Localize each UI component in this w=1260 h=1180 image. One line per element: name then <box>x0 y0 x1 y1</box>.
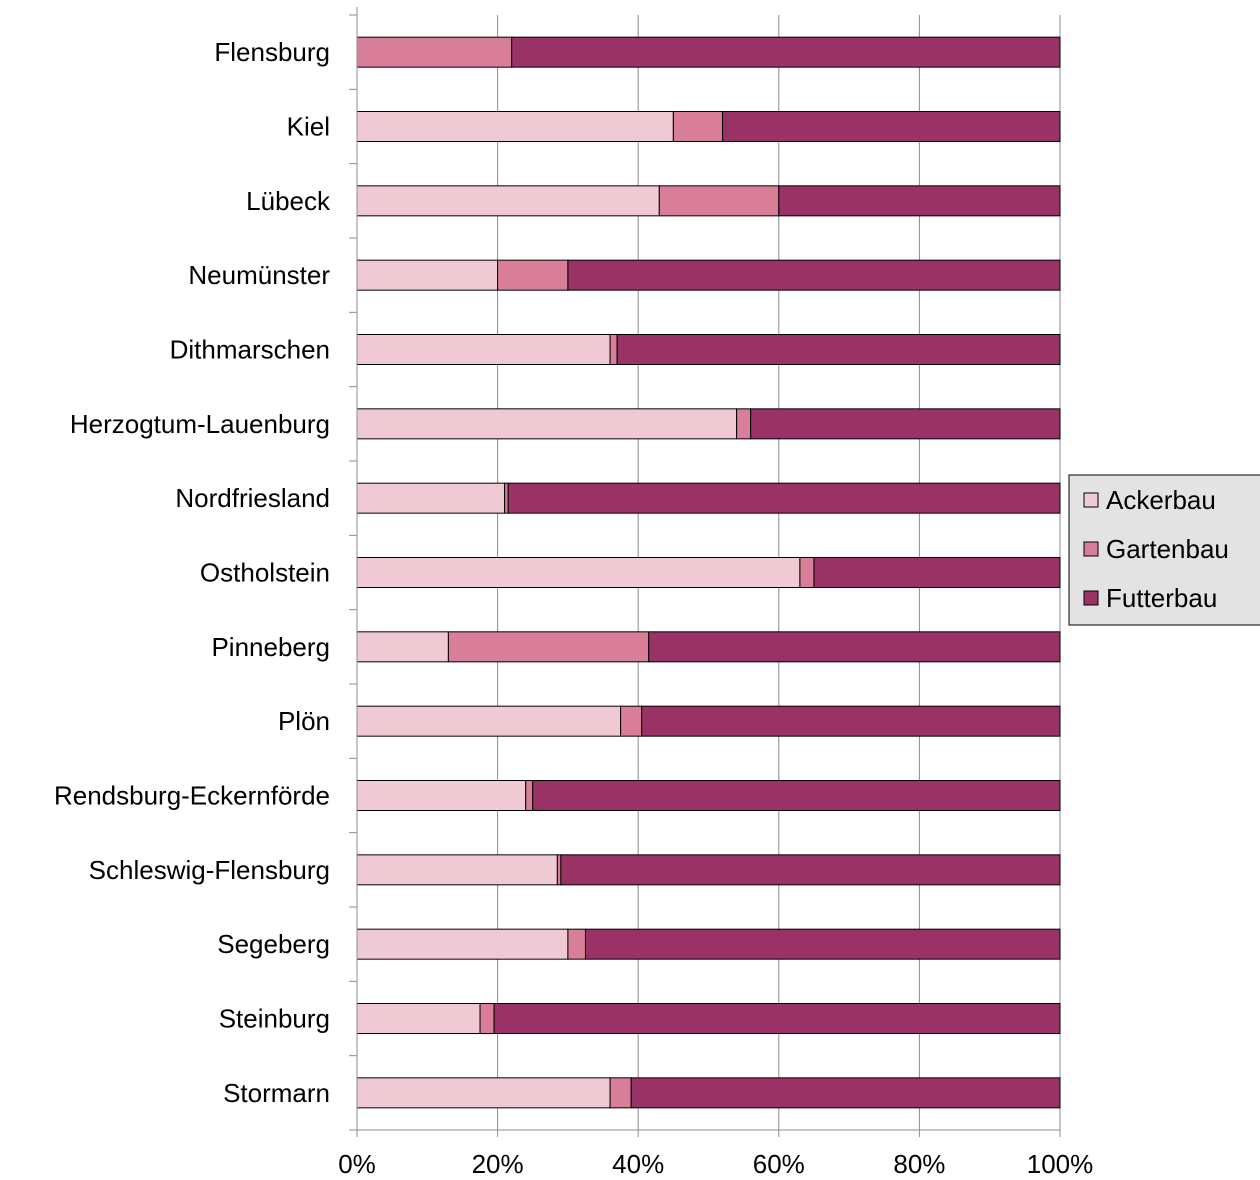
bar-segment-ackerbau <box>356 482 506 514</box>
category-label: Schleswig-Flensburg <box>89 855 330 885</box>
category-label: Lübeck <box>246 186 331 216</box>
bar-segment-gartenbau <box>567 928 586 960</box>
bar-segment-ackerbau <box>356 259 499 291</box>
legend-label: Gartenbau <box>1106 534 1229 564</box>
bar-segment-futterbau <box>567 259 1061 291</box>
category-label: Dithmarschen <box>170 335 330 365</box>
bar-segment-futterbau <box>750 408 1061 440</box>
x-tick-label: 20% <box>472 1149 524 1179</box>
legend: Ackerbau Gartenbau Futterbau <box>1068 474 1260 626</box>
x-tick-label: 0% <box>338 1149 376 1179</box>
bar-segment-gartenbau <box>609 1077 632 1109</box>
legend-label: Futterbau <box>1106 583 1217 613</box>
bars <box>356 36 1061 1109</box>
bar-segment-ackerbau <box>356 780 527 811</box>
bar-segment-gartenbau <box>356 36 513 68</box>
bar-segment-ackerbau <box>356 631 449 663</box>
bar-segment-gartenbau <box>672 111 724 142</box>
bar-segment-ackerbau <box>356 408 738 440</box>
bar-segment-futterbau <box>584 928 1061 960</box>
bar-segment-futterbau <box>778 185 1061 217</box>
legend-box <box>1068 474 1260 626</box>
bar-segment-ackerbau <box>356 854 558 886</box>
bar-segment-futterbau <box>511 36 1061 68</box>
bar-segment-ackerbau <box>356 705 622 737</box>
axes <box>349 7 1061 1137</box>
bar-segment-futterbau <box>507 482 1061 514</box>
bar-segment-gartenbau <box>620 705 643 737</box>
bar-segment-futterbau <box>813 557 1061 588</box>
x-tick-label: 80% <box>893 1149 945 1179</box>
bar-segment-gartenbau <box>556 854 562 886</box>
category-label: Neumünster <box>188 260 330 290</box>
category-label: Stormarn <box>223 1078 330 1108</box>
category-label: Pinneberg <box>211 632 330 662</box>
category-label: Rendsburg-Eckernförde <box>54 781 330 811</box>
category-label: Ostholstein <box>200 558 330 588</box>
legend-label: Ackerbau <box>1106 485 1216 515</box>
bar-segment-gartenbau <box>504 482 509 514</box>
category-label: Nordfriesland <box>175 483 330 513</box>
legend-swatch <box>1083 541 1099 557</box>
category-label: Kiel <box>287 112 330 142</box>
bar-segment-futterbau <box>493 1003 1061 1034</box>
bar-segment-futterbau <box>641 705 1061 737</box>
bar-segment-gartenbau <box>479 1003 495 1034</box>
bar-segment-gartenbau <box>799 557 815 588</box>
bar-segment-ackerbau <box>356 557 801 588</box>
bar-segment-gartenbau <box>525 780 534 811</box>
category-label: Segeberg <box>217 929 330 959</box>
category-label: Plön <box>278 706 330 736</box>
x-tick-labels: 0% 20% 40% 60% 80% 100% <box>338 1149 1093 1179</box>
bar-segment-ackerbau <box>356 1077 611 1109</box>
bar-segment-futterbau <box>616 334 1061 365</box>
bar-segment-futterbau <box>648 631 1061 663</box>
category-labels: Flensburg Kiel Lübeck Neumünster Dithmarsche… <box>54 37 331 1108</box>
x-tick-label: 60% <box>753 1149 805 1179</box>
x-tick-label: 40% <box>612 1149 664 1179</box>
bar-segment-ackerbau <box>356 111 674 142</box>
bar-segment-futterbau <box>630 1077 1061 1109</box>
bar-segment-futterbau <box>722 111 1061 142</box>
bar-segment-ackerbau <box>356 1003 481 1034</box>
category-label: Steinburg <box>219 1004 330 1034</box>
bar-segment-gartenbau <box>447 631 650 663</box>
category-label: Flensburg <box>214 37 330 67</box>
bar-segment-ackerbau <box>356 334 611 365</box>
bar-segment-gartenbau <box>609 334 618 365</box>
legend-swatch <box>1083 590 1099 606</box>
bar-segment-futterbau <box>532 780 1061 811</box>
bar-segment-ackerbau <box>356 928 569 960</box>
bar-segment-gartenbau <box>658 185 780 217</box>
x-tick-label: 100% <box>1027 1149 1094 1179</box>
legend-swatch <box>1083 492 1099 508</box>
category-label: Herzogtum-Lauenburg <box>70 409 330 439</box>
bar-segment-futterbau <box>560 854 1061 886</box>
bar-segment-gartenbau <box>736 408 752 440</box>
bar-segment-gartenbau <box>497 259 569 291</box>
bar-segment-ackerbau <box>356 185 660 217</box>
